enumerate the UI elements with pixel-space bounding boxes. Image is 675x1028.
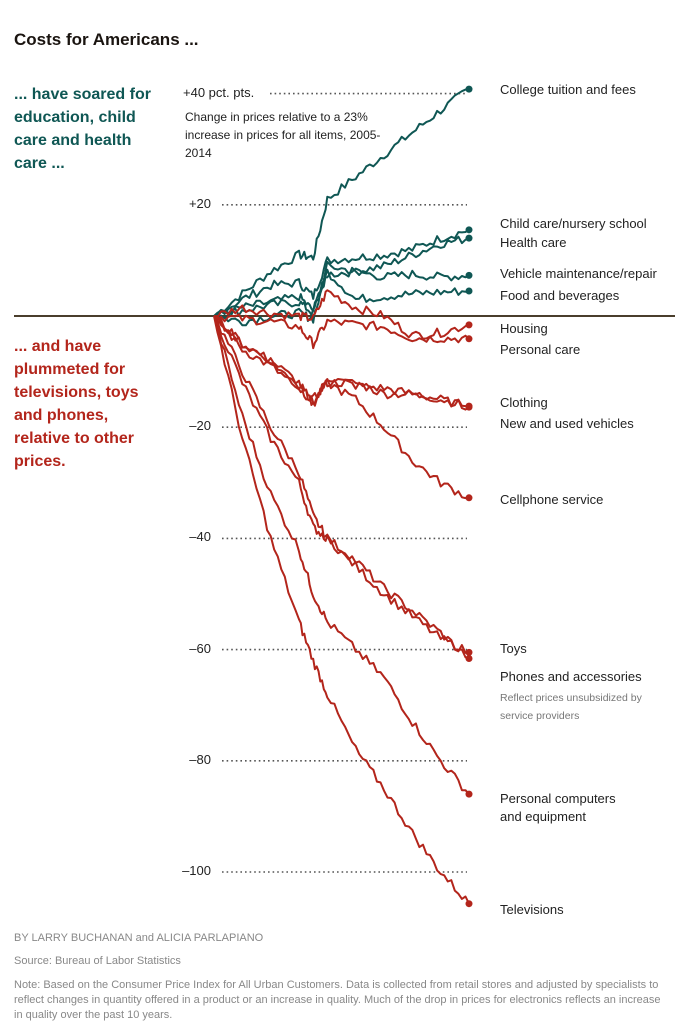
series-line-vehicle-maintenance-repair	[213, 260, 470, 320]
series-line-cellphone-service	[213, 315, 470, 500]
series-line-college-tuition-and-fees	[213, 88, 470, 317]
label-cellphone-service: Cellphone service	[500, 492, 604, 507]
methodology-note: Note: Based on the Consumer Price Index …	[14, 979, 661, 1021]
y-tick-label: –40	[189, 529, 211, 545]
series-line-housing	[213, 289, 470, 340]
series-end-dots	[465, 85, 473, 908]
chart-subtitle: Change in prices relative to a 23% incre…	[185, 110, 381, 160]
label-televisions: Televisions	[500, 902, 564, 917]
gridlines	[222, 92, 467, 873]
chart-title: Costs for Americans ...	[14, 30, 199, 49]
label-personal-care: Personal care	[500, 342, 581, 357]
end-dot-televisions	[465, 900, 473, 908]
label-child-care: Child care/nursery school	[500, 216, 647, 231]
y-tick-label: –20	[189, 418, 211, 434]
series-line-phones-and-accessories	[213, 315, 470, 660]
label-vehicle-maintenance: Vehicle maintenance/repair	[500, 266, 657, 281]
series-line-personal-computers-and-equipment	[213, 315, 470, 795]
phones-annotation: Reflect prices unsubsidized by service p…	[500, 692, 642, 722]
label-college-tuition: College tuition and fees	[500, 82, 636, 97]
label-housing: Housing	[500, 321, 548, 336]
y-tick-label: +20	[188, 195, 211, 211]
series-line-food-and-beverages	[213, 268, 470, 327]
y-tick-label: –100	[182, 863, 211, 878]
series-line-toys	[213, 315, 470, 654]
label-clothing: Clothing	[500, 395, 548, 410]
byline: BY LARRY BUCHANAN and ALICIA PARLAPIANO	[14, 932, 264, 944]
end-dot-toys	[465, 648, 473, 656]
end-dot-college-tuition-and-fees	[465, 85, 473, 93]
y-tick-label: +40 pct. pts.	[183, 84, 255, 100]
label-personal-computers: Personal computers and equipment	[500, 791, 616, 824]
y-tick-label: –80	[189, 751, 211, 767]
end-dot-vehicle-maintenance-repair	[465, 271, 473, 279]
series-line-televisions	[213, 315, 470, 905]
end-dot-cellphone-service	[465, 494, 473, 502]
series-line-health-care	[213, 235, 470, 317]
label-health-care: Health care	[500, 235, 567, 250]
end-dot-new-and-used-vehicles	[465, 403, 473, 411]
end-dot-food-and-beverages	[465, 287, 473, 295]
label-food-beverages: Food and beverages	[500, 288, 620, 303]
label-phones-accessories: Phones and accessories	[500, 669, 642, 684]
label-new-used-vehicles: New and used vehicles	[500, 416, 634, 431]
line-chart	[14, 85, 675, 908]
label-toys: Toys	[500, 641, 527, 656]
series-line-personal-care	[213, 313, 470, 350]
end-dot-health-care	[465, 234, 473, 242]
y-tick-label: –60	[189, 640, 211, 656]
end-dot-personal-care	[465, 335, 473, 343]
end-dot-phones-and-accessories	[465, 654, 473, 662]
series-line-child-care-nursery-school	[213, 228, 470, 317]
lede-soared: ... have soared for education, child car…	[14, 86, 151, 172]
source-note: Source: Bureau of Labor Statistics	[14, 955, 181, 967]
series-lines	[213, 88, 470, 905]
end-dot-child-care-nursery-school	[465, 226, 473, 234]
end-dot-housing	[465, 321, 473, 329]
lede-plummeted: ... and have plummeted for televisions, …	[14, 338, 139, 470]
end-dot-personal-computers-and-equipment	[465, 790, 473, 798]
